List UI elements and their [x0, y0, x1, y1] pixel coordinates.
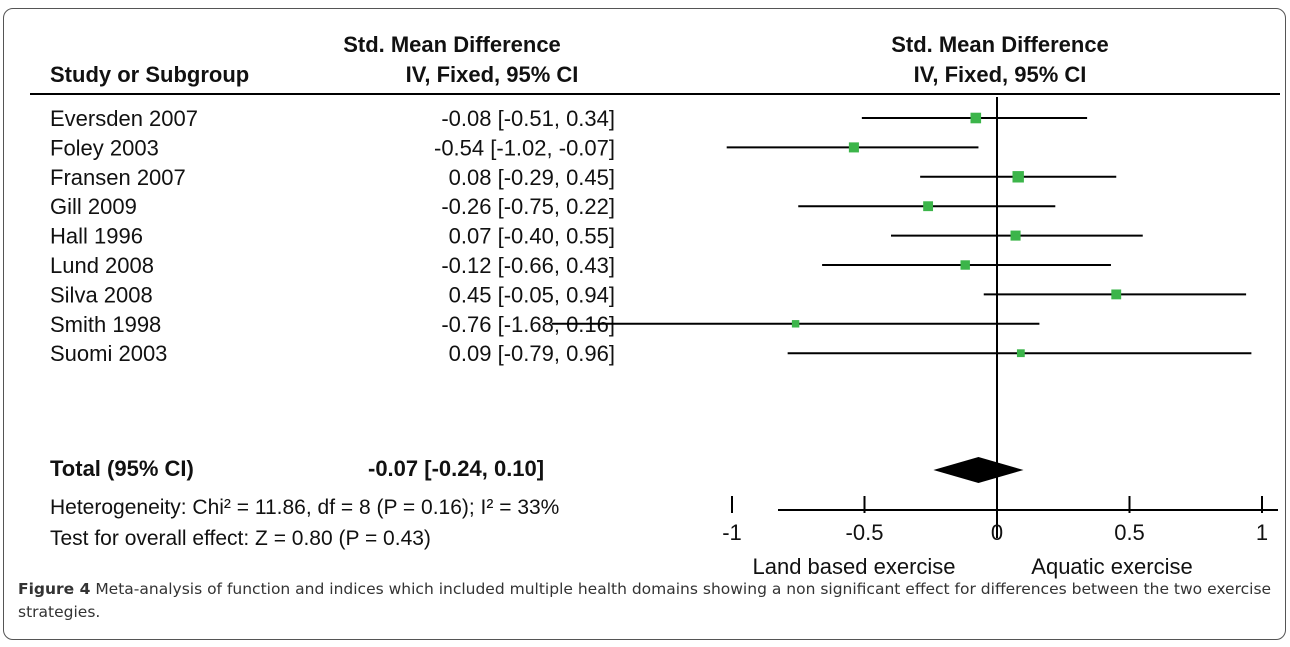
study-ci-text: -0.08 [-0.51, 0.34] [441, 106, 615, 131]
study-ci-text: -0.54 [-1.02, -0.07] [434, 135, 615, 160]
total-label: Total (95% CI) [50, 456, 194, 481]
study-marker [848, 142, 859, 153]
x-tick-label: 1 [1256, 520, 1268, 545]
study-marker [1111, 289, 1122, 300]
study-name: Suomi 2003 [50, 341, 167, 366]
plot-area: -1 -0.5 0 0.5 1 [551, 97, 1278, 545]
header-plot-line1: Std. Mean Difference [891, 32, 1109, 57]
heterogeneity-text: Heterogeneity: Chi² = 11.86, df = 8 (P =… [50, 496, 559, 519]
favours-left-label: Land based exercise [752, 554, 955, 579]
header-ci-line2: IV, Fixed, 95% CI [406, 62, 579, 87]
x-tick-label: -0.5 [846, 520, 884, 545]
study-name: Foley 2003 [50, 135, 159, 160]
study-marker [791, 320, 800, 328]
x-tick-label: -1 [722, 520, 742, 545]
caption-end: . [95, 603, 101, 621]
pooled-diamond [933, 457, 1024, 483]
x-tick-label: 0 [991, 520, 1003, 545]
study-name: Gill 2009 [50, 194, 137, 219]
header-ci-line1: Std. Mean Difference [343, 32, 561, 57]
study-name: Fransen 2007 [50, 165, 186, 190]
study-name: Lund 2008 [50, 253, 154, 278]
study-name: Silva 2008 [50, 282, 153, 307]
study-marker [1012, 171, 1024, 183]
header-plot-line2: IV, Fixed, 95% CI [914, 62, 1087, 87]
study-ci-text: 0.09 [-0.79, 0.96] [449, 341, 615, 366]
study-name: Eversden 2007 [50, 106, 198, 131]
study-ci-text: 0.45 [-0.05, 0.94] [449, 282, 615, 307]
study-marker [1010, 230, 1021, 241]
favours-right-label: Aquatic exercise [1031, 554, 1192, 579]
study-ci-text: -0.12 [-0.66, 0.43] [441, 253, 615, 278]
study-marker [1016, 349, 1025, 358]
study-ci-text: 0.07 [-0.40, 0.55] [449, 224, 615, 249]
study-marker [923, 201, 934, 212]
header-study: Study or Subgroup [50, 62, 249, 87]
caption-text: Meta-analysis of function and indices wh… [18, 580, 1272, 621]
overall-effect-text: Test for overall effect: Z = 0.80 (P = 0… [50, 527, 431, 550]
study-marker [970, 112, 982, 124]
study-name: Hall 1996 [50, 224, 143, 249]
study-ci-text: 0.08 [-0.29, 0.45] [449, 165, 615, 190]
total-ci-text: -0.07 [-0.24, 0.10] [368, 456, 544, 481]
study-ci-text: -0.26 [-0.75, 0.22] [441, 194, 615, 219]
study-marker [960, 260, 970, 270]
caption-label: Figure 4 [18, 580, 91, 598]
x-tick-label: 0.5 [1114, 520, 1145, 545]
figure-caption: Figure 4 Meta-analysis of function and i… [18, 578, 1278, 624]
study-rows: Eversden 2007 -0.08 [-0.51, 0.34] Foley 20… [50, 106, 615, 366]
study-name: Smith 1998 [50, 312, 161, 337]
